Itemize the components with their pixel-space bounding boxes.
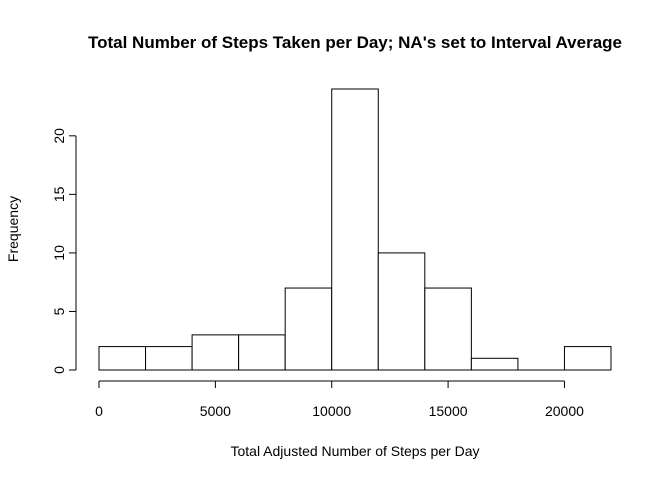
y-tick-label: 10 bbox=[51, 245, 67, 261]
y-tick-label: 5 bbox=[51, 307, 67, 315]
y-axis-label: Frequency bbox=[5, 196, 21, 262]
histogram-bar bbox=[563, 346, 612, 371]
y-tick-label: 0 bbox=[51, 366, 67, 374]
histogram-bar bbox=[98, 346, 147, 371]
histogram-bar bbox=[424, 287, 472, 371]
chart-title: Total Number of Steps Taken per Day; NA'… bbox=[88, 33, 622, 52]
histogram-bar bbox=[470, 357, 519, 371]
histogram-bar bbox=[331, 88, 379, 371]
x-tick-label: 5000 bbox=[200, 403, 231, 419]
x-axis-label: Total Adjusted Number of Steps per Day bbox=[230, 443, 479, 459]
x-tick-label: 10000 bbox=[312, 403, 351, 419]
histogram-bar bbox=[191, 334, 240, 371]
histogram-bar bbox=[377, 252, 426, 371]
y-axis: 0 5 10 15 20 bbox=[51, 128, 77, 374]
x-tick-label: 0 bbox=[95, 403, 103, 419]
histogram-bar bbox=[238, 334, 286, 371]
histogram-bar bbox=[145, 346, 193, 371]
bars-group bbox=[98, 88, 612, 371]
y-tick-label: 15 bbox=[51, 186, 67, 202]
x-axis: 0 5000 10000 15000 20000 bbox=[95, 380, 584, 419]
x-tick-label: 15000 bbox=[429, 403, 468, 419]
y-tick-label: 20 bbox=[51, 128, 67, 144]
x-tick-label: 20000 bbox=[545, 403, 584, 419]
histogram-bar bbox=[284, 287, 333, 371]
